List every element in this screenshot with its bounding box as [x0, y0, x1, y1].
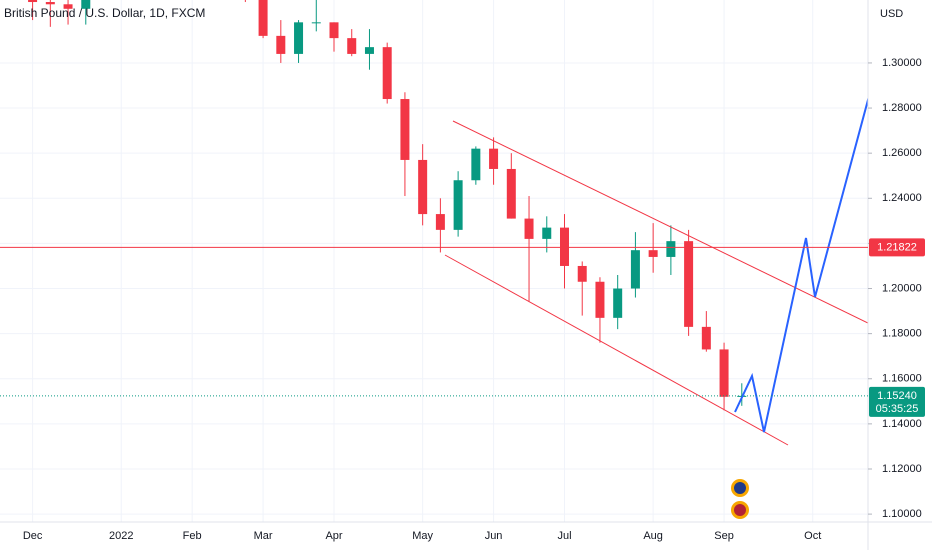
candle-body [613, 288, 623, 318]
candle-body [45, 2, 55, 5]
countdown-label: 05:35:25 [876, 403, 919, 415]
candle-body [559, 227, 569, 266]
y-tick-label: 1.10000 [882, 508, 922, 520]
x-tick-label: Oct [804, 530, 821, 542]
x-tick-label: May [412, 530, 433, 542]
x-tick-label: Dec [23, 530, 43, 542]
candle-body [364, 47, 374, 54]
x-tick-label: Apr [325, 530, 342, 542]
candle-body [595, 281, 605, 318]
y-tick-label: 1.30000 [882, 57, 922, 69]
candle-body [489, 148, 499, 169]
x-tick-label: 2022 [109, 530, 133, 542]
candle-body [435, 214, 445, 230]
axes: 1.10000 1.12000 1.14000 1.16000 1.18000 1.200… [23, 57, 922, 542]
candle-body [294, 22, 304, 54]
candle-body [471, 148, 481, 181]
drawings [444, 96, 868, 446]
x-tick-label: Jul [557, 530, 571, 542]
candle-body [506, 168, 516, 219]
last-price-label: 1.15240 [877, 390, 917, 402]
x-tick-label: Mar [254, 530, 273, 542]
level-label: 1.21822 [877, 241, 917, 253]
candle-body [719, 349, 729, 397]
y-tick-label: 1.18000 [882, 328, 922, 340]
y-tick-label: 1.20000 [882, 282, 922, 294]
candle-body [81, 0, 91, 9]
candle-body [648, 250, 658, 257]
event-icon-flag [734, 504, 746, 516]
candle-body [577, 265, 587, 282]
axis-unit: USD [880, 8, 903, 20]
candles [28, 0, 747, 411]
level-label-box [869, 238, 925, 257]
channel-lower [444, 254, 789, 446]
y-tick-label: 1.16000 [882, 373, 922, 385]
candle-body [524, 218, 534, 239]
candle-body [63, 4, 73, 9]
chart-title: British Pound / U.S. Dollar, 1D, FXCM [4, 6, 205, 20]
x-tick-label: Sep [714, 530, 734, 542]
candle-body [28, 0, 38, 3]
candle-body [453, 180, 463, 230]
x-tick-label: Feb [183, 530, 202, 542]
candle-body [542, 227, 552, 239]
candle-body [666, 241, 676, 257]
y-tick-label: 1.26000 [882, 147, 922, 159]
y-tick-label: 1.24000 [882, 192, 922, 204]
x-tick-label: Aug [643, 530, 663, 542]
candle-body [400, 99, 410, 160]
channel-upper [452, 120, 868, 324]
candle-body [258, 0, 268, 36]
y-tick-label: 1.14000 [882, 418, 922, 430]
candle-body [630, 250, 640, 289]
candle-body [311, 22, 321, 24]
grid [0, 0, 868, 522]
event-icon-flag [734, 482, 746, 494]
last-price-box [869, 386, 925, 417]
candle-body [276, 35, 286, 54]
y-tick-label: 1.28000 [882, 102, 922, 114]
candle-body [382, 47, 392, 100]
candle-body [701, 326, 711, 350]
candle-body [684, 241, 694, 327]
projection-path [734, 96, 868, 433]
candle-body [418, 159, 428, 215]
x-tick-label: Jun [485, 530, 503, 542]
candle-body [347, 38, 357, 54]
candle-body [329, 22, 339, 39]
y-tick-label: 1.12000 [882, 463, 922, 475]
